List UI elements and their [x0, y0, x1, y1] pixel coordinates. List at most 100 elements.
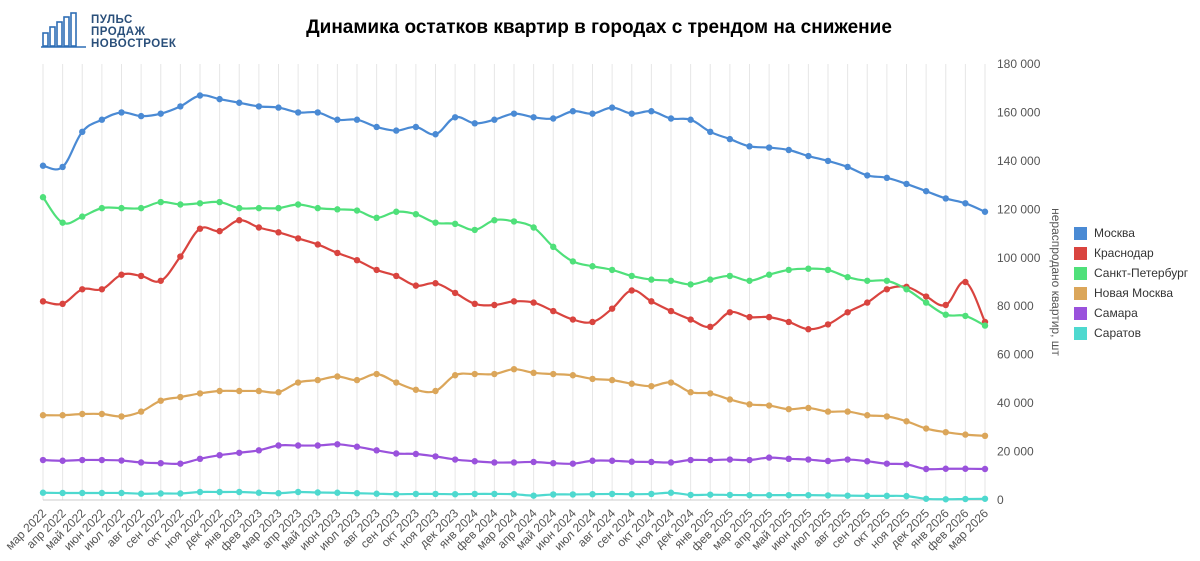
data-point — [314, 442, 321, 449]
data-point — [314, 109, 321, 116]
data-point — [118, 413, 125, 420]
data-point — [785, 266, 792, 274]
data-point — [785, 455, 792, 463]
data-point — [765, 491, 773, 499]
data-point — [412, 282, 420, 289]
data-point — [79, 410, 86, 418]
legend-swatch — [1074, 227, 1087, 240]
data-point — [255, 224, 263, 231]
data-point — [471, 458, 478, 465]
data-point — [648, 382, 655, 390]
data-point — [177, 460, 184, 467]
data-point — [530, 458, 537, 466]
data-point — [255, 447, 263, 454]
data-point — [805, 265, 812, 272]
data-point — [962, 278, 969, 286]
data-point — [432, 453, 439, 460]
data-point — [550, 459, 557, 467]
data-point — [942, 465, 949, 472]
data-point — [373, 447, 380, 454]
data-point — [883, 174, 891, 182]
data-point — [491, 459, 498, 466]
data-point — [726, 135, 734, 143]
data-point — [451, 220, 459, 228]
data-point — [569, 460, 577, 467]
data-point — [353, 490, 361, 497]
data-point — [746, 313, 753, 321]
data-point — [59, 457, 66, 464]
data-point — [137, 490, 145, 497]
data-point — [275, 490, 282, 497]
data-point — [648, 490, 655, 498]
data-point — [196, 200, 204, 207]
data-point — [432, 280, 439, 287]
y-tick-label: 140 000 — [997, 154, 1041, 168]
data-point — [177, 253, 184, 260]
data-point — [353, 207, 361, 214]
data-point — [687, 389, 694, 396]
data-point — [236, 488, 243, 496]
data-point — [530, 299, 537, 306]
data-point — [373, 123, 380, 131]
data-point — [196, 390, 204, 397]
data-point — [118, 489, 125, 497]
data-point — [216, 387, 223, 395]
legend-label: Москва — [1094, 226, 1135, 240]
data-point — [667, 459, 675, 466]
y-tick-label: 160 000 — [997, 105, 1041, 119]
data-point — [353, 257, 361, 264]
data-point — [491, 370, 498, 378]
data-point — [707, 323, 714, 331]
data-point — [667, 489, 675, 496]
logo[interactable]: ПУЛЬС ПРОДАЖ НОВОСТРОЕК — [41, 12, 177, 50]
data-point — [844, 456, 851, 463]
data-point — [393, 450, 400, 457]
data-point — [510, 459, 518, 466]
data-point — [255, 387, 263, 395]
series-3 — [39, 366, 989, 440]
data-point — [118, 457, 125, 464]
data-point — [981, 208, 989, 215]
data-point — [864, 458, 871, 465]
data-point — [255, 489, 263, 496]
data-point — [746, 143, 753, 150]
data-point — [294, 442, 302, 449]
data-point — [765, 454, 773, 461]
data-point — [157, 277, 164, 284]
data-point — [39, 412, 47, 419]
data-point — [883, 277, 891, 284]
data-point — [451, 456, 459, 463]
data-point — [550, 491, 557, 498]
legend-swatch — [1074, 287, 1087, 300]
data-point — [255, 103, 263, 110]
data-point — [687, 316, 694, 323]
data-point — [432, 131, 439, 138]
data-point — [118, 271, 125, 278]
data-point — [510, 366, 518, 373]
data-point — [608, 104, 616, 111]
data-point — [432, 387, 439, 395]
data-point — [157, 459, 164, 467]
data-point — [707, 456, 714, 464]
data-point — [59, 412, 66, 419]
data-point — [393, 272, 400, 280]
data-point — [39, 194, 47, 201]
data-point — [196, 455, 204, 463]
data-point — [275, 104, 282, 111]
data-point — [314, 489, 321, 496]
data-point — [903, 461, 910, 468]
data-point — [236, 217, 243, 224]
data-point — [393, 127, 400, 134]
data-point — [746, 401, 753, 408]
data-point — [491, 116, 498, 123]
chart-title: Динамика остатков квартир в городах с тр… — [306, 17, 892, 38]
data-point — [157, 490, 164, 497]
data-point — [98, 410, 106, 418]
data-point — [412, 210, 420, 218]
data-point — [687, 456, 694, 464]
data-point — [883, 492, 891, 500]
y-tick-label: 60 000 — [997, 348, 1034, 362]
data-point — [530, 492, 537, 499]
